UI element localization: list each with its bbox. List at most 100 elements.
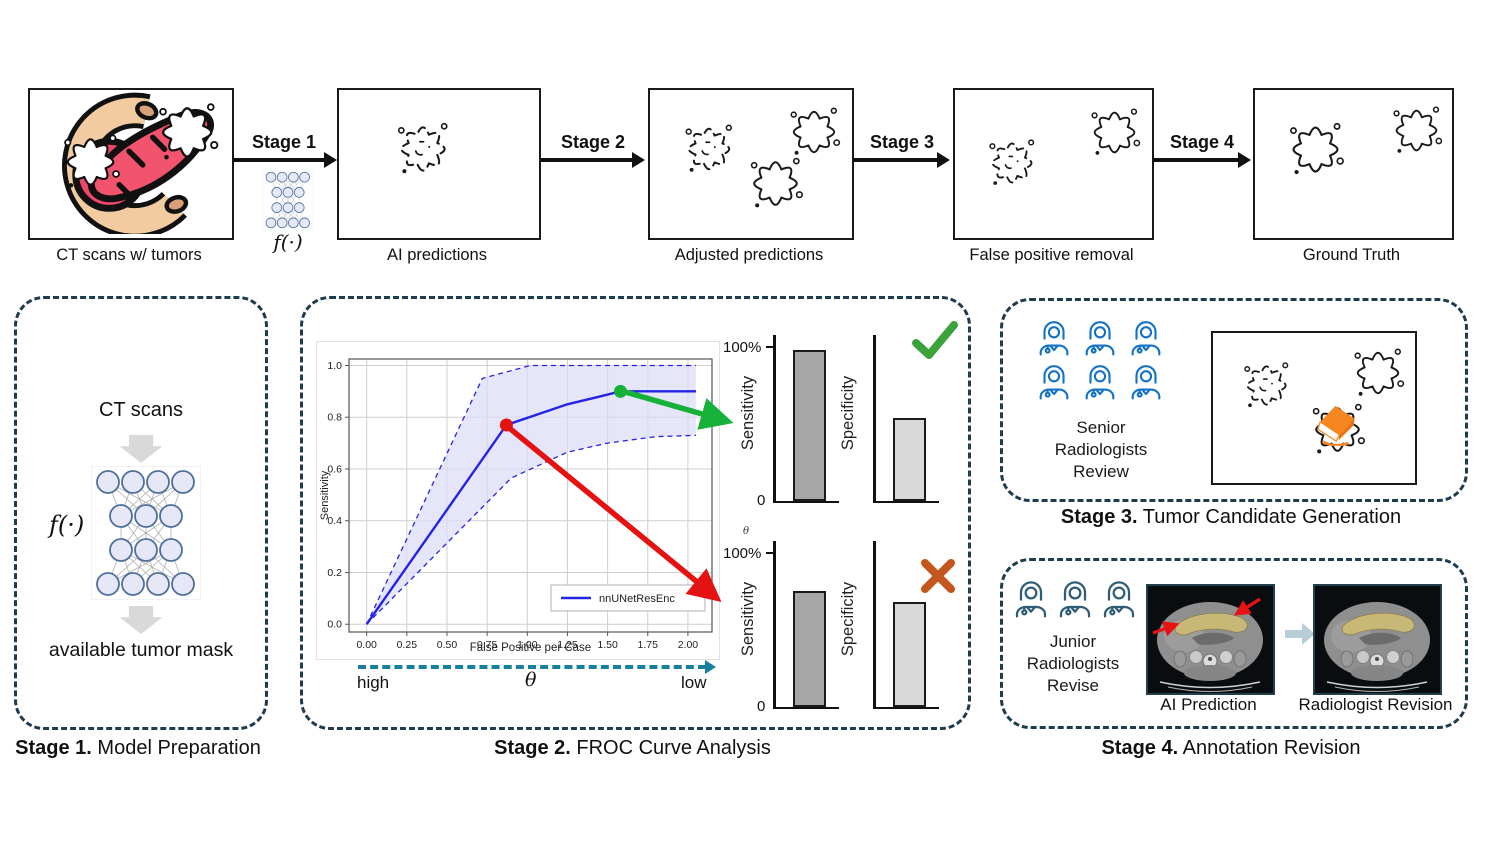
stage4-caption-text: Annotation Revision (1178, 737, 1361, 759)
candidate-box (1211, 331, 1417, 485)
doctor-icon (1055, 579, 1095, 619)
y-axis (873, 541, 876, 709)
model-fn-label: f(·) (273, 230, 303, 254)
pipeline-box-fp-removal (953, 88, 1154, 240)
y-axis (773, 541, 776, 709)
stage1-panel: CT scans f(·) available tumor mask (14, 296, 268, 730)
svg-text:0.75: 0.75 (477, 639, 498, 651)
svg-text:0.4: 0.4 (327, 515, 342, 527)
specificity-bar (893, 417, 926, 501)
stage1-arrow-label: Stage 1 (251, 132, 317, 152)
threshold-high-label: high (357, 673, 390, 692)
tumor-blob-icon (1244, 362, 1289, 408)
doctor-icon (1035, 363, 1073, 401)
model-fn-label: f(·) (49, 511, 85, 539)
senior-radiologists-label: Senior Radiologists Review (1054, 418, 1148, 482)
eraser-icon (1313, 401, 1361, 446)
svg-text:nnUNetResEnc: nnUNetResEnc (599, 593, 675, 605)
stage1-caption-text: Model Preparation (91, 737, 261, 759)
tumor-blob-icon (1354, 348, 1405, 397)
pipeline-box-ground-truth (1253, 88, 1454, 240)
doctor-icon (1127, 363, 1165, 401)
stage2-flow-arrow (541, 152, 645, 167)
stage3-arrow-label: Stage 3 (869, 132, 935, 152)
stage3-caption: Stage 3. Tumor Candidate Generation (1000, 506, 1462, 529)
y-axis (873, 335, 876, 503)
ymax-tick (766, 552, 773, 554)
tumor-mask-label: available tumor mask (48, 639, 234, 661)
neural-network-icon (250, 170, 326, 230)
stage2-caption-text: FROC Curve Analysis (570, 737, 771, 759)
stage2-panel: 0.00 0.25 0.50 0.75 1.00 1.25 1.50 1.75 2.00 0.0 0… (300, 296, 971, 730)
doctor-icon (1081, 363, 1119, 401)
svg-text:0.6: 0.6 (327, 463, 342, 475)
tumor-blob-icon (1393, 106, 1443, 154)
theta-note: θ (743, 526, 750, 537)
specificity-axis-label: Specificity (839, 375, 857, 451)
error-arrow-icon (1152, 597, 1261, 637)
x-axis (873, 706, 939, 709)
stage3-flow-arrow (854, 152, 950, 167)
specificity-bar (893, 601, 926, 707)
stage2-caption-prefix: Stage 2. (494, 737, 571, 759)
theta-symbol: θ (525, 669, 537, 691)
stage4-caption-prefix: Stage 4. (1101, 737, 1179, 759)
stage1-caption-prefix: Stage 1. (15, 737, 92, 759)
doctor-icon (1011, 579, 1051, 619)
doctor-icon (1081, 319, 1119, 357)
tumor-blob-icon (750, 157, 804, 209)
down-arrow-icon (118, 435, 164, 463)
stage4-arrow-label: Stage 4 (1169, 132, 1235, 152)
stage1-caption: Stage 1. Model Preparation (0, 737, 276, 760)
junior-radiologists-icons (1011, 579, 1143, 619)
svg-text:0.00: 0.00 (356, 639, 377, 651)
bar-chart-rejected: θ 100% Sensitivity Specificity 0 (723, 526, 973, 715)
down-arrow-icon (118, 606, 164, 634)
svg-text:0.50: 0.50 (437, 639, 458, 651)
svg-text:False Positive per Case: False Positive per Case (470, 642, 591, 654)
tumor-blob-icon (1091, 108, 1141, 156)
tumor-blob-icon (989, 139, 1035, 186)
check-icon (912, 321, 958, 359)
neural-network-icon (91, 466, 201, 600)
stage4-flow-arrow (1153, 152, 1251, 167)
ymax-label: 100% (723, 545, 762, 562)
stage1-flow-arrow (233, 152, 337, 167)
svg-text:Sensitivity: Sensitivity (319, 470, 331, 520)
y-axis (773, 335, 776, 503)
sensitivity-bar (793, 349, 826, 501)
stage4-caption: Stage 4. Annotation Revision (1000, 737, 1462, 760)
cross-icon (921, 559, 955, 593)
ymax-label: 100% (723, 339, 762, 356)
svg-text:0.0: 0.0 (327, 619, 342, 631)
pipeline-box-label: Ground Truth (1302, 246, 1401, 264)
threshold-axis-arrow (358, 660, 716, 674)
pipeline-box-adjusted (648, 88, 854, 240)
svg-text:0.8: 0.8 (327, 412, 342, 424)
x-axis (773, 706, 839, 709)
svg-text:2.00: 2.00 (678, 639, 699, 651)
pipeline-box-ai-predictions (337, 88, 541, 240)
svg-text:0.2: 0.2 (327, 567, 342, 579)
pipeline-box-label: False positive removal (969, 246, 1134, 264)
radiologist-revision-label: Radiologist Revision (1298, 695, 1453, 714)
svg-text:1.00: 1.00 (517, 639, 538, 651)
junior-radiologists-label: Junior Radiologists Revise (1026, 632, 1120, 696)
stage2-caption: Stage 2. FROC Curve Analysis (300, 737, 965, 760)
revision-arrow-icon (1285, 623, 1315, 645)
svg-text:1.25: 1.25 (557, 639, 578, 651)
x-axis (873, 500, 939, 503)
froc-figure: 0.00 0.25 0.50 0.75 1.00 1.25 1.50 1.75 2.00 0.0 0… (316, 341, 720, 660)
ai-prediction-label: AI Prediction (1160, 695, 1257, 714)
pipeline-box-input (28, 88, 234, 240)
sensitivity-axis-label: Sensitivity (739, 375, 757, 451)
x-axis (773, 500, 839, 503)
svg-text:1.50: 1.50 (597, 639, 618, 651)
froc-curve-chart: 0.00 0.25 0.50 0.75 1.00 1.25 1.50 1.75 2.00 0.0 0… (319, 358, 713, 654)
stage3-caption-text: Tumor Candidate Generation (1137, 506, 1402, 528)
pipeline-box-label: Adjusted predictions (674, 246, 824, 264)
doctor-icon (1127, 319, 1165, 357)
specificity-axis-label: Specificity (839, 581, 857, 657)
pipeline-box-label: CT scans w/ tumors (56, 246, 202, 264)
